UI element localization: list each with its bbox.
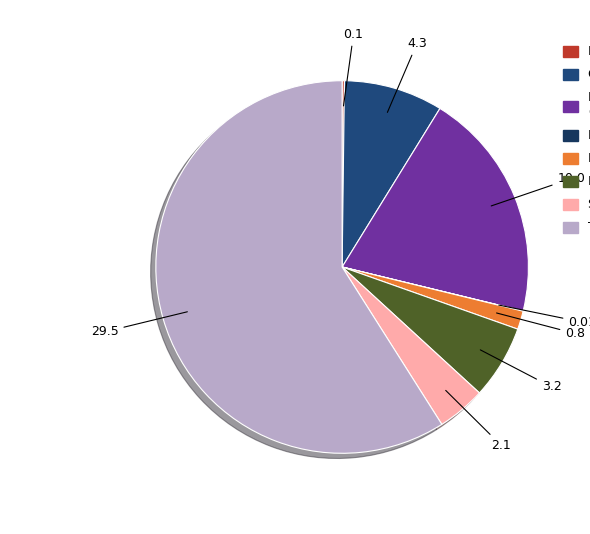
Wedge shape bbox=[156, 81, 442, 453]
Wedge shape bbox=[342, 267, 518, 393]
Text: 0.01: 0.01 bbox=[499, 305, 590, 328]
Text: 10.0: 10.0 bbox=[491, 172, 585, 206]
Text: 2.1: 2.1 bbox=[445, 390, 512, 452]
Legend: Building, Collection System, Engineering &
Contingencies, Equipment, Monitoring : Building, Collection System, Engineering… bbox=[558, 41, 590, 239]
Wedge shape bbox=[342, 81, 440, 267]
Wedge shape bbox=[342, 108, 529, 311]
Text: 29.5: 29.5 bbox=[91, 312, 188, 339]
Wedge shape bbox=[342, 81, 345, 267]
Text: 4.3: 4.3 bbox=[388, 37, 427, 112]
Text: 0.8: 0.8 bbox=[497, 313, 585, 340]
Wedge shape bbox=[342, 267, 523, 329]
Wedge shape bbox=[342, 267, 523, 311]
Text: 0.1: 0.1 bbox=[343, 28, 363, 106]
Text: 3.2: 3.2 bbox=[480, 350, 562, 394]
Wedge shape bbox=[342, 267, 480, 425]
